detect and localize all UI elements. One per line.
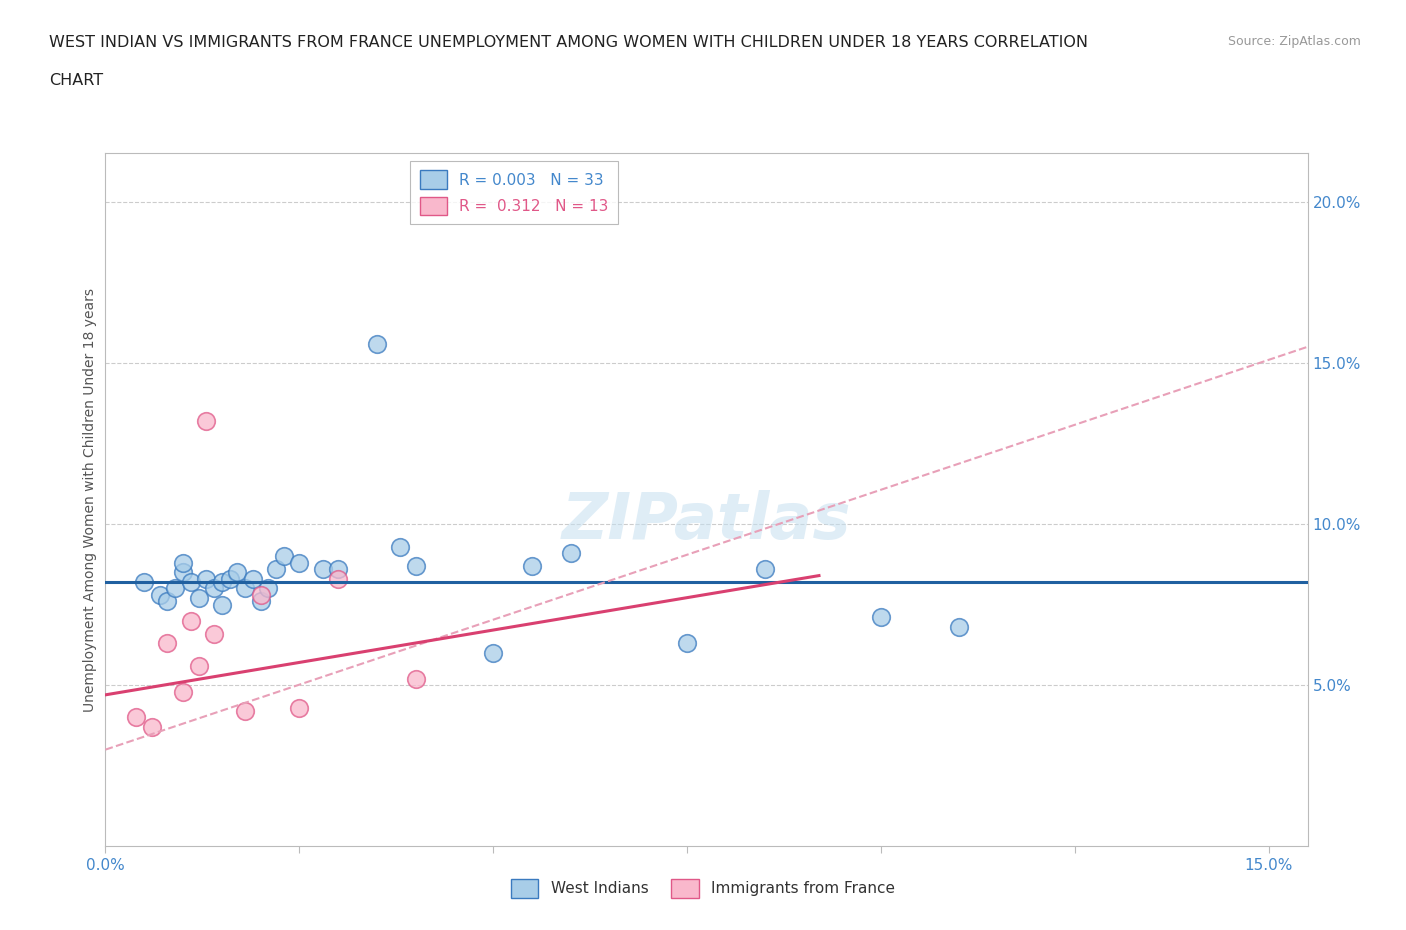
Point [676,636,699,651]
Point [520,559,543,574]
Point [172,555,194,570]
Point [870,610,893,625]
Point [141,720,163,735]
Point [149,588,172,603]
Point [242,571,264,586]
Point [202,581,225,596]
Point [187,591,209,605]
Text: Source: ZipAtlas.com: Source: ZipAtlas.com [1227,35,1361,48]
Point [233,703,256,718]
Point [264,562,287,577]
Point [754,562,776,577]
Point [172,684,194,699]
Point [195,571,218,586]
Point [366,336,388,351]
Point [405,559,427,574]
Text: ZIPatlas: ZIPatlas [562,490,851,551]
Point [560,546,582,561]
Point [195,414,218,429]
Legend: R = 0.003   N = 33, R =  0.312   N = 13: R = 0.003 N = 33, R = 0.312 N = 13 [411,161,617,224]
Point [125,710,148,724]
Point [211,575,233,590]
Point [156,636,179,651]
Point [257,581,280,596]
Point [156,594,179,609]
Point [211,597,233,612]
Text: CHART: CHART [49,73,103,87]
Point [180,613,202,628]
Point [288,700,311,715]
Point [389,539,412,554]
Point [134,575,156,590]
Point [273,549,295,564]
Y-axis label: Unemployment Among Women with Children Under 18 years: Unemployment Among Women with Children U… [83,288,97,711]
Point [233,581,256,596]
Point [165,581,187,596]
Point [249,588,271,603]
Point [249,594,271,609]
Text: WEST INDIAN VS IMMIGRANTS FROM FRANCE UNEMPLOYMENT AMONG WOMEN WITH CHILDREN UND: WEST INDIAN VS IMMIGRANTS FROM FRANCE UN… [49,35,1088,50]
Point [326,562,349,577]
Point [218,571,240,586]
Point [288,555,311,570]
Point [311,562,333,577]
Point [948,619,970,634]
Point [226,565,249,579]
Point [326,571,349,586]
Point [405,671,427,686]
Point [180,575,202,590]
Legend: West Indians, Immigrants from France: West Indians, Immigrants from France [505,873,901,904]
Point [187,658,209,673]
Point [202,626,225,641]
Point [482,645,505,660]
Point [172,565,194,579]
